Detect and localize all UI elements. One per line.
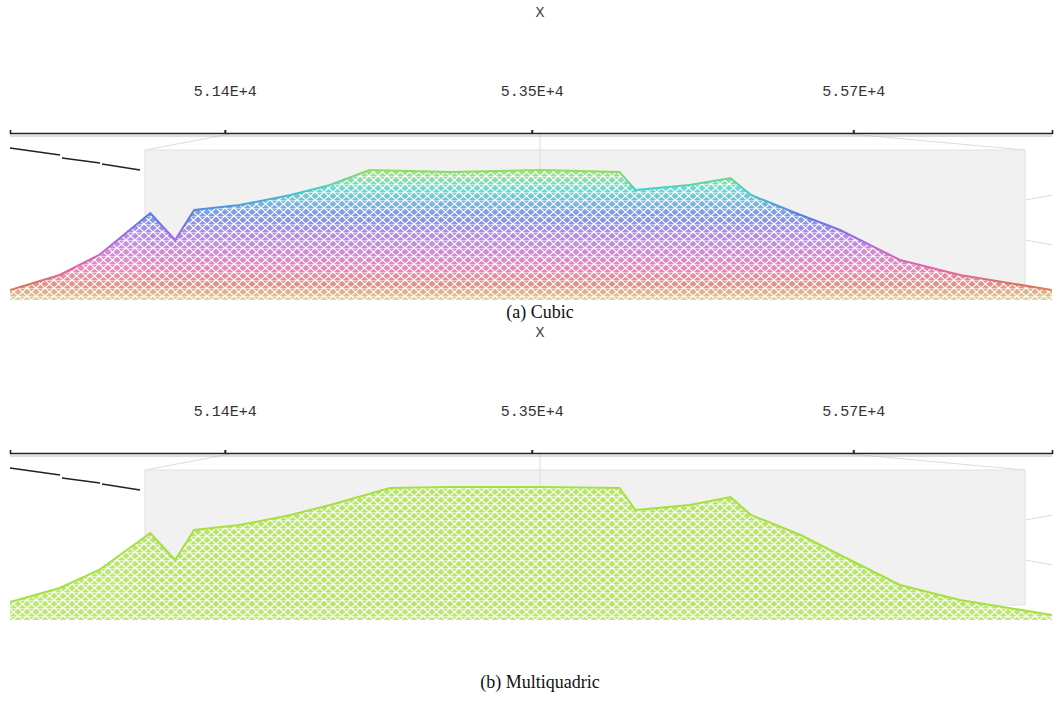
tick-mark <box>224 130 226 133</box>
tick-mark <box>531 130 533 133</box>
surface-mesh <box>10 487 1052 620</box>
tick: 5.14E+4 <box>194 84 257 133</box>
tick-label: 5.14E+4 <box>194 84 257 101</box>
tick-label: 5.35E+4 <box>501 404 564 421</box>
axis-fragment <box>10 468 140 490</box>
tick-mark <box>531 450 533 453</box>
plot <box>10 487 1052 620</box>
page: {"chart_data": [ {"type": "area", "title… <box>0 0 1062 714</box>
tick: 5.35E+4 <box>501 84 564 133</box>
tick-label: 5.35E+4 <box>501 84 564 101</box>
surface-outline <box>10 487 1052 615</box>
tick-mark <box>853 130 855 133</box>
caption: (a) Cubic <box>506 302 573 323</box>
axis-fragment <box>10 148 140 170</box>
axis-title: X <box>535 5 544 22</box>
x-axis: 5.14E+4 5.35E+4 5.57E+4 <box>11 84 1053 134</box>
tick-mark <box>853 450 855 453</box>
axis-line <box>11 130 1053 134</box>
tick: 5.57E+4 <box>822 84 885 133</box>
tick: 5.35E+4 <box>501 404 564 453</box>
tick-mark <box>224 450 226 453</box>
caption: (b) Multiquadric <box>480 672 599 693</box>
axis-title: X <box>535 325 544 342</box>
tick-label: 5.57E+4 <box>822 84 885 101</box>
panel: X 5.14E+4 5.35E+4 5.57E+4 <box>10 5 1053 300</box>
x-axis: 5.14E+4 5.35E+4 5.57E+4 <box>11 404 1053 454</box>
axis-shadow <box>10 136 1052 137</box>
tick: 5.57E+4 <box>822 404 885 453</box>
axis-shadow <box>10 456 1052 457</box>
plot <box>10 170 1052 300</box>
surface-outline <box>10 170 1052 290</box>
axis-line <box>11 450 1053 454</box>
tick-label: 5.14E+4 <box>194 404 257 421</box>
tick-label: 5.57E+4 <box>822 404 885 421</box>
figure: X5.14E+45.35E+45.57E+4(a) CubicX5.14E+45… <box>0 0 1062 714</box>
surface <box>10 170 1052 300</box>
panel: X 5.14E+4 5.35E+4 5.57E+4 <box>10 325 1053 620</box>
surface <box>10 487 1052 620</box>
surface-mesh <box>10 170 1052 300</box>
tick: 5.14E+4 <box>194 404 257 453</box>
